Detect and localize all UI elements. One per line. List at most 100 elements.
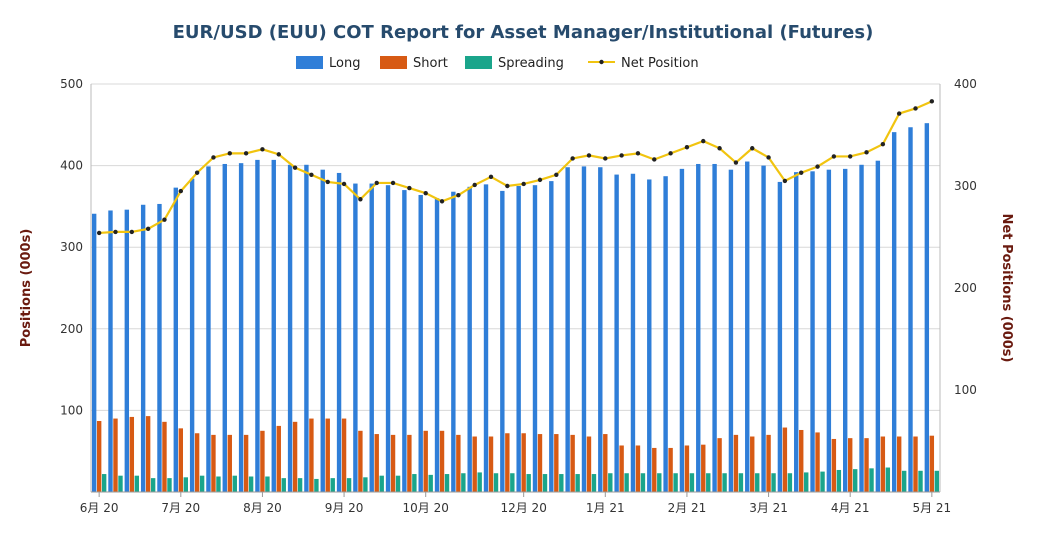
short-bar	[341, 418, 347, 492]
long-bar	[924, 123, 930, 492]
short-bar	[913, 436, 918, 492]
long-bar	[630, 173, 636, 492]
net-position-point	[782, 178, 788, 184]
long-bar	[206, 166, 211, 492]
long-bar	[189, 178, 195, 492]
short-bar	[423, 430, 428, 492]
short-bar	[880, 436, 886, 492]
x-tick-label: 12月 20	[500, 501, 546, 515]
spreading-bar	[510, 473, 515, 492]
long-bar	[696, 163, 701, 492]
long-bar	[222, 163, 227, 492]
spreading-bar	[624, 473, 629, 492]
x-tick-label: 9月 20	[325, 501, 364, 515]
short-bar	[929, 435, 935, 492]
spreading-bar	[346, 478, 352, 492]
long-bar	[679, 168, 685, 492]
net-position-point	[488, 174, 494, 180]
legend-net-position[interactable]: Net Position	[588, 56, 699, 71]
spreading-bar	[199, 475, 205, 492]
net-position-point	[276, 152, 281, 157]
spreading-bar	[657, 473, 662, 492]
legend-spreading[interactable]: Spreading	[465, 56, 564, 71]
net-position-point	[407, 185, 412, 191]
short-bar	[603, 434, 608, 492]
y2-tick-label: 100	[954, 383, 977, 397]
legend-short-swatch	[380, 56, 407, 69]
long-bar	[728, 169, 734, 492]
legend: Long Short Spreading Net Position	[296, 56, 699, 71]
short-bar	[325, 418, 330, 492]
spreading-bar	[542, 474, 548, 492]
net-position-point	[619, 153, 624, 158]
long-bar	[565, 167, 570, 492]
long-bar	[418, 194, 423, 492]
legend-long[interactable]: Long	[296, 56, 360, 71]
short-bar	[178, 428, 183, 492]
y-tick-label: 400	[60, 159, 83, 173]
spreading-bar	[885, 467, 891, 492]
spreading-bar	[428, 474, 433, 492]
short-bar	[407, 434, 412, 492]
short-bar	[505, 433, 510, 492]
spreading-bar	[591, 474, 597, 492]
long-bar	[532, 185, 538, 492]
y2-tick-label: 200	[954, 281, 977, 295]
long-bar	[516, 186, 521, 492]
net-position-point	[325, 179, 330, 185]
long-bar	[434, 198, 440, 493]
long-bar	[255, 159, 260, 492]
x-tick-label: 6月 20	[80, 501, 119, 515]
long-bar	[124, 209, 130, 492]
net-position-point	[864, 150, 869, 155]
net-position-point	[570, 156, 575, 161]
short-bar	[701, 444, 706, 492]
long-bar	[777, 181, 783, 493]
net-position-point	[113, 229, 118, 235]
short-bar	[684, 445, 690, 492]
spreading-bar	[444, 474, 450, 492]
net-position-point	[554, 172, 559, 177]
long-bar	[875, 160, 881, 493]
spreading-bar	[836, 469, 842, 492]
net-position-point	[505, 183, 510, 189]
spreading-bar	[281, 478, 286, 492]
spreading-bar	[183, 477, 188, 492]
net-position-point	[896, 111, 902, 116]
long-bar	[647, 179, 652, 493]
x-tick-label: 4月 21	[831, 501, 870, 515]
net-position-point	[423, 190, 428, 196]
legend-short[interactable]: Short	[380, 56, 448, 71]
short-bar	[309, 418, 314, 492]
long-bar	[336, 172, 342, 492]
long-bar	[140, 204, 146, 492]
short-bar	[815, 432, 820, 492]
short-bar	[668, 447, 673, 492]
spreading-bar	[330, 478, 335, 492]
net-position-point	[537, 177, 543, 183]
net-position-point	[374, 180, 379, 186]
y2-tick-label: 300	[954, 179, 977, 193]
spreading-bar	[118, 475, 123, 492]
y-axis-title: Positions (000s)	[19, 229, 34, 348]
y-tick-label: 100	[60, 403, 83, 417]
x-tick-label: 2月 21	[668, 501, 707, 515]
short-bar	[292, 421, 298, 492]
x-tick-label: 3月 21	[749, 501, 788, 515]
spreading-bar	[804, 472, 809, 492]
spreading-bar	[559, 474, 564, 492]
short-bar	[162, 421, 167, 492]
long-bar	[598, 167, 603, 492]
net-position-line-group	[96, 99, 935, 236]
long-bar	[761, 165, 766, 492]
short-bar	[439, 430, 445, 492]
net-position-point	[815, 164, 820, 169]
long-bar	[304, 164, 309, 492]
spreading-bar	[232, 475, 237, 492]
spreading-bar	[901, 470, 907, 492]
net-position-point	[472, 182, 477, 188]
short-bar	[750, 436, 755, 492]
net-position-point	[701, 138, 706, 144]
net-position-point	[129, 229, 135, 235]
